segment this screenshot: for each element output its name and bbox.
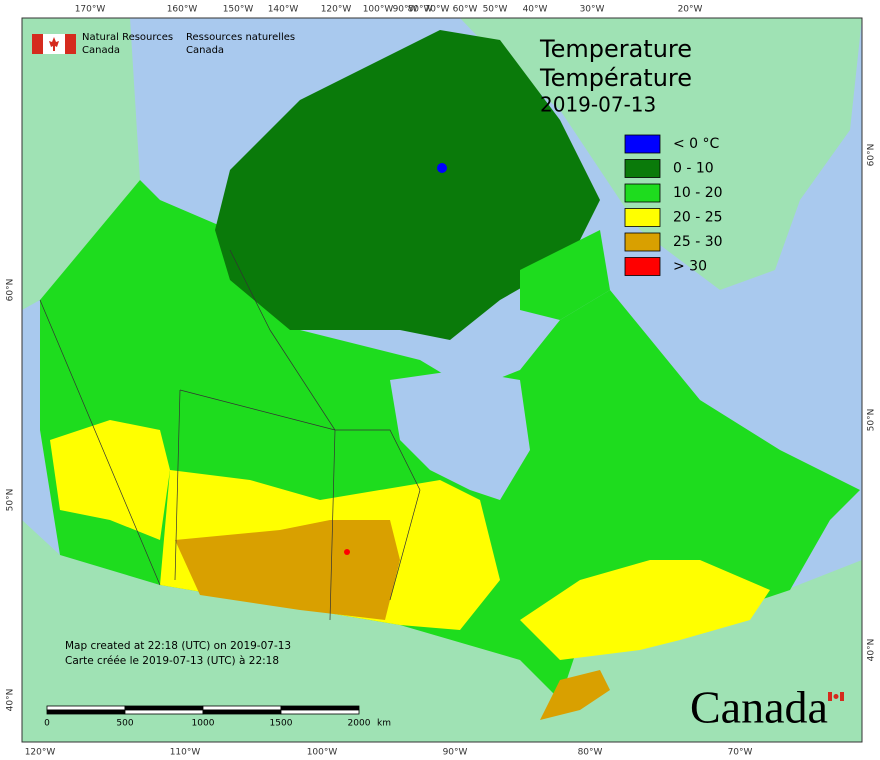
scale-segment (280, 709, 360, 715)
scale-segment (202, 709, 282, 715)
latitude-label: 60°N (6, 279, 16, 302)
latitude-label: 40°N (867, 639, 877, 662)
legend-swatch (624, 208, 661, 227)
latitude-label: 40°N (6, 689, 16, 712)
longitude-label: 80°W (408, 5, 433, 15)
longitude-label: 160°W (167, 5, 198, 15)
map-body (21, 17, 863, 743)
longitude-label: 50°W (483, 5, 508, 15)
longitude-label: 120°W (321, 5, 352, 15)
scale-segment (280, 705, 360, 711)
longitude-label: 100°W (307, 748, 338, 758)
hudson-bay (390, 370, 530, 500)
legend-swatch (624, 159, 661, 178)
prairie-hot (175, 520, 400, 620)
arctic-zone (215, 30, 600, 340)
flag-bar (65, 34, 76, 54)
title-date: 2019-07-13 (540, 93, 656, 117)
longitude-label: 140°W (268, 5, 299, 15)
scale-label: 2000 (348, 719, 371, 729)
scale-segment (46, 709, 126, 715)
scale-label: 1500 (270, 719, 293, 729)
credit: Carte créée le 2019-07-13 (UTC) à 22:18 (65, 655, 279, 667)
legend-label: < 0 °C (673, 136, 720, 152)
scale-segment (202, 705, 282, 711)
latitude-label: 60°N (867, 144, 877, 167)
alaska (22, 18, 140, 310)
province-lines (39, 249, 421, 621)
hot-spot (344, 549, 350, 555)
legend-swatch (624, 257, 661, 276)
scale-segment (46, 705, 126, 711)
baffin-south (520, 230, 610, 320)
longitude-label: 100°W (363, 5, 394, 15)
legend-label: 20 - 25 (673, 210, 723, 226)
bc-warm (50, 420, 170, 540)
scale-bar: 0 500 1000 1500 2000 km (44, 705, 391, 729)
graticule-labels: 170°W 160°W 150°W 140°W 120°W 100°W 90°W80°W70… (6, 5, 877, 758)
longitude-label: 40°W (523, 5, 548, 15)
map-border (21, 17, 863, 743)
longitude-label: 110°W (170, 748, 201, 758)
longitude-label: 170°W (75, 5, 106, 15)
flag-bar (32, 34, 43, 54)
longitude-label: 30°W (580, 5, 605, 15)
agency-fr: Ressources naturelles (186, 32, 295, 43)
east-warm (520, 560, 770, 660)
scale-segment (124, 705, 204, 711)
credit: Map created at 22:18 (UTC) on 2019-07-13 (65, 640, 291, 652)
agency-fr: Canada (186, 45, 224, 56)
longitude-label: 90°W (443, 748, 468, 758)
longitude-label: 90°W (393, 5, 418, 15)
wordmark: Canada (690, 682, 828, 733)
longitude-label: 20°W (678, 5, 703, 15)
scale-unit: km (377, 719, 391, 729)
agency-en: Canada (82, 45, 120, 56)
latitude-label: 50°N (867, 409, 877, 432)
legend-swatch (624, 232, 661, 252)
flag-bar (840, 692, 844, 701)
longitude-label: 120°W (25, 748, 56, 758)
title-en: Temperature (539, 35, 692, 63)
agency-en: Natural Resources (82, 32, 173, 43)
legend-swatch (624, 134, 661, 154)
legend-swatch (624, 183, 661, 203)
legend-label: 25 - 30 (673, 234, 723, 250)
nrcan-signature: Natural Resources Canada Ressources natu… (32, 32, 295, 56)
longitude-label: 150°W (223, 5, 254, 15)
flag-bar (828, 692, 832, 701)
longitude-label: 70°W (728, 748, 753, 758)
boundaries (39, 249, 421, 621)
longitude-label: 80°W (578, 748, 603, 758)
scale-segment (124, 709, 204, 715)
legend-label: 0 - 10 (673, 161, 714, 177)
longitude-label: 70°W (425, 5, 450, 15)
greenland (460, 18, 862, 290)
ontario-hot (540, 670, 610, 720)
title-fr: Température (539, 64, 692, 92)
canada-wordmark: Canada (690, 682, 844, 733)
longitude-label: 60°W (453, 5, 478, 15)
usa (22, 520, 862, 742)
scale-label: 0 (44, 719, 50, 729)
legend-label: > 30 (673, 259, 707, 275)
maple-leaf (49, 37, 59, 51)
latitude-label: 50°N (6, 489, 16, 512)
cold-spot (437, 163, 447, 173)
legend-label: 10 - 20 (673, 185, 723, 201)
scale-label: 1000 (192, 719, 215, 729)
legend: < 0 °C 0 - 10 10 - 20 20 - 25 25 - 30 > 30 (624, 134, 723, 276)
maple-leaf (833, 694, 839, 699)
scale-label: 500 (116, 719, 133, 729)
